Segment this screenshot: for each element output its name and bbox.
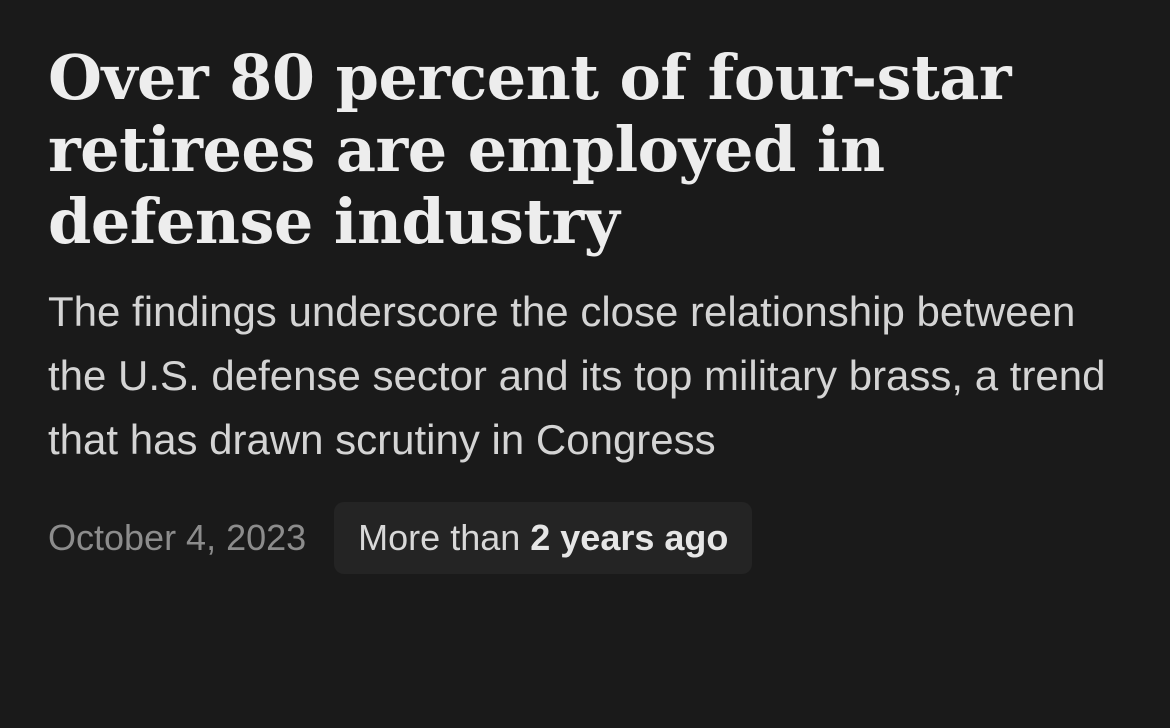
article-headline[interactable]: Over 80 percent of four-star retirees ar…: [48, 41, 1012, 258]
age-value: 2 years ago: [530, 517, 729, 558]
publish-date: October 4, 2023: [48, 517, 307, 558]
age-badge: More than 2 years ago: [334, 502, 753, 574]
article-dek: The findings underscore the close relati…: [48, 288, 1106, 463]
age-prefix: More than: [358, 517, 521, 558]
article-meta: October 4, 2023 More than 2 years ago: [48, 502, 1122, 574]
